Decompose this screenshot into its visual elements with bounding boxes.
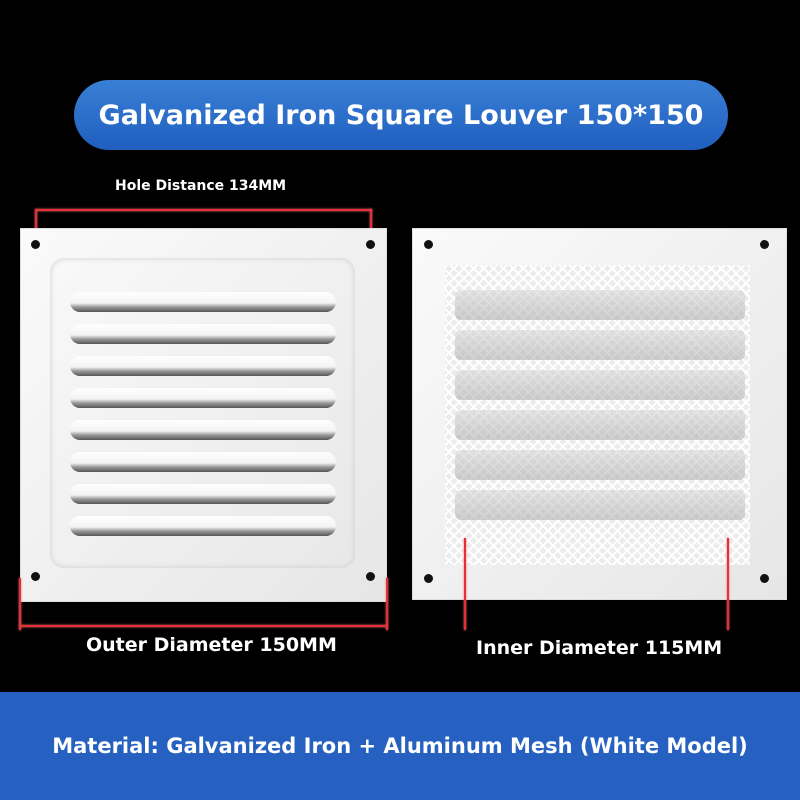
mesh-slat xyxy=(455,290,745,320)
screw-hole xyxy=(31,572,40,581)
hole-distance-line xyxy=(36,209,372,211)
screw-hole xyxy=(366,240,375,249)
louver-plain-image xyxy=(20,228,387,602)
mesh-slat xyxy=(455,450,745,480)
outer-tick-left xyxy=(19,578,21,630)
mesh-slat xyxy=(455,410,745,440)
inner-tick-right xyxy=(727,538,729,630)
inner-diameter-label: Inner Diameter 115MM xyxy=(476,637,723,659)
louver-slat xyxy=(70,516,336,536)
outer-tick-right xyxy=(386,578,388,630)
mesh-slat xyxy=(455,330,745,360)
louver-slat xyxy=(70,324,336,344)
louver-slat xyxy=(70,484,336,504)
louver-slat xyxy=(70,420,336,440)
screw-hole xyxy=(424,574,433,583)
hole-distance-tick-left xyxy=(35,209,37,245)
screw-hole xyxy=(760,574,769,583)
hole-distance-tick-right xyxy=(370,209,372,245)
hole-distance-label: Hole Distance 134MM xyxy=(115,178,287,194)
louver-slat xyxy=(70,388,336,408)
louver-slat xyxy=(70,356,336,376)
screw-hole xyxy=(424,240,433,249)
mesh-slat xyxy=(455,490,745,520)
mesh-slat xyxy=(455,370,745,400)
outer-diameter-label: Outer Diameter 150MM xyxy=(86,634,337,656)
screw-hole xyxy=(760,240,769,249)
louver-slat xyxy=(70,292,336,312)
outer-diameter-line xyxy=(20,625,387,627)
title-banner: Galvanized Iron Square Louver 150*150 xyxy=(74,80,728,150)
material-banner: Material: Galvanized Iron + Aluminum Mes… xyxy=(0,692,800,800)
inner-tick-left xyxy=(464,538,466,630)
screw-hole xyxy=(366,572,375,581)
louver-slat xyxy=(70,452,336,472)
screw-hole xyxy=(31,240,40,249)
